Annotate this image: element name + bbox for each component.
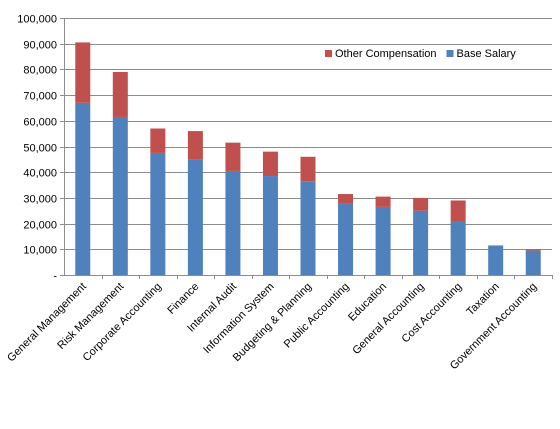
x-tick-label: Risk Management [55, 281, 126, 352]
bar-other-compensation [300, 156, 316, 182]
bar-base-salary [187, 159, 203, 275]
bar-base-salary [300, 181, 316, 275]
bar-other-compensation [112, 71, 128, 117]
bar-other-compensation [375, 196, 391, 207]
y-tick-label: 10,000 [23, 245, 57, 257]
y-tick-label: 40,000 [23, 168, 57, 180]
bar-base-salary [262, 176, 278, 275]
y-tick-label: 30,000 [23, 194, 57, 206]
y-tick-label: 20,000 [23, 220, 57, 232]
bar-base-salary [75, 102, 91, 275]
bar-other-compensation [75, 42, 91, 103]
gridlines [64, 18, 552, 250]
bar-base-salary [450, 221, 466, 275]
bar-base-salary [525, 250, 541, 275]
bar-other-compensation [450, 200, 466, 222]
bar-other-compensation [187, 131, 203, 160]
bar-base-salary [150, 152, 166, 275]
legend-label: Base Salary [457, 48, 517, 60]
bar-base-salary [338, 203, 354, 275]
x-tick-label: Finance [165, 281, 201, 317]
bar-other-compensation [413, 197, 429, 211]
y-tick-label: 100,000 [17, 14, 57, 26]
bar-other-compensation [225, 142, 241, 171]
legend-swatch [325, 50, 332, 57]
bar-other-compensation [150, 128, 166, 153]
y-tick-label: - [53, 271, 57, 283]
bar-base-salary [413, 210, 429, 275]
y-tick-label: 60,000 [23, 117, 57, 129]
bar-base-salary [112, 116, 128, 275]
bar-other-compensation [525, 249, 541, 251]
bar-base-salary [225, 170, 241, 275]
y-tick-label: 50,000 [23, 143, 57, 155]
legend: Other Compensation Base Salary [325, 48, 516, 60]
x-tick-label: Information System [201, 281, 276, 356]
y-tick-label: 90,000 [23, 40, 57, 52]
y-axis-tick-labels: - 10,000 20,000 30,000 40,000 50,000 60,000 70,… [17, 14, 57, 283]
legend-label: Other Compensation [335, 48, 437, 60]
bar-base-salary [488, 245, 504, 275]
y-tick-label: 80,000 [23, 65, 57, 77]
bar-other-compensation [338, 194, 354, 204]
legend-swatch [446, 50, 454, 57]
x-tick-label: Public Accounting [282, 281, 352, 351]
x-tick-label: Taxation [464, 281, 501, 318]
bar-other-compensation [262, 151, 278, 177]
axes [60, 18, 553, 279]
y-tick-label: 70,000 [23, 91, 57, 103]
bars [75, 42, 541, 275]
x-tick-label: General Accounting [350, 281, 426, 357]
bar-base-salary [375, 206, 391, 275]
